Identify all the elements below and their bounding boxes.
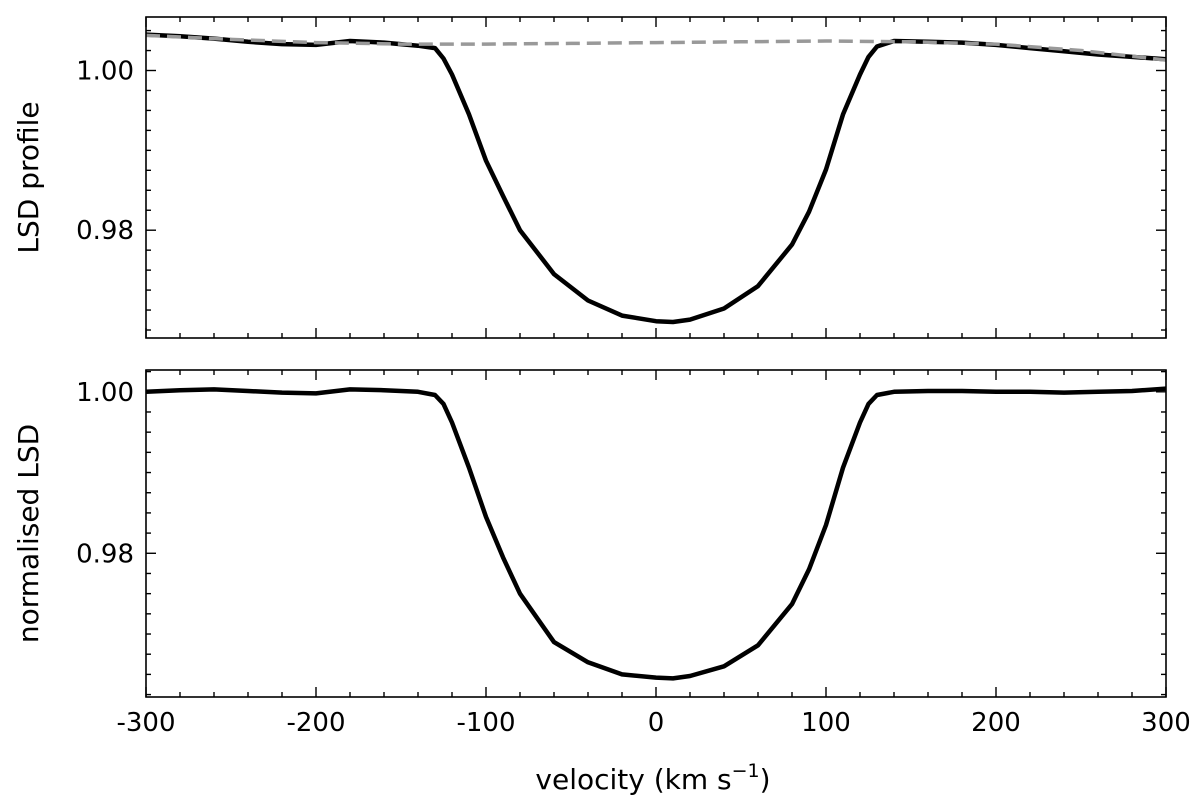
top-y-tick-label: 1.00 (76, 57, 134, 87)
x-axis-label: velocity (km s−1) (535, 760, 770, 796)
top-y-tick-label: 0.98 (76, 216, 134, 246)
bottom-y-axis-label: normalised LSD (12, 424, 45, 643)
bottom-y-tick-label: 1.00 (76, 378, 134, 408)
top-series-lsd-profile (145, 32, 1167, 325)
x-tick-label: 300 (1141, 708, 1191, 738)
x-axis-label-close: ) (760, 763, 771, 796)
top-y-axis-label: LSD profile (12, 101, 45, 253)
x-tick-label: 200 (971, 708, 1021, 738)
x-axis-label-exponent: −1 (732, 760, 760, 782)
bottom-series-normalised-model (145, 386, 1167, 681)
bottom-axes-frame (145, 369, 1167, 698)
x-tick-label: -300 (116, 708, 175, 738)
top-series-model-profile (145, 32, 1167, 324)
top-panel: 0.98 1.00 LSD profile (12, 16, 1167, 339)
x-axis-label-main: velocity (km s (535, 763, 731, 796)
x-tick-label: -200 (286, 708, 345, 738)
x-tick-label: 100 (801, 708, 851, 738)
bottom-panel: 0.98 1.00 normalised LSD -300 -200 -100 0 100 20… (12, 369, 1191, 738)
bottom-series-normalised-lsd (145, 386, 1167, 681)
top-series-continuum-fit (145, 33, 1167, 62)
bottom-y-tick-label: 0.98 (76, 539, 134, 569)
x-tick-label: 0 (648, 708, 665, 738)
x-tick-label: -100 (456, 708, 515, 738)
top-axes-frame (145, 16, 1167, 339)
